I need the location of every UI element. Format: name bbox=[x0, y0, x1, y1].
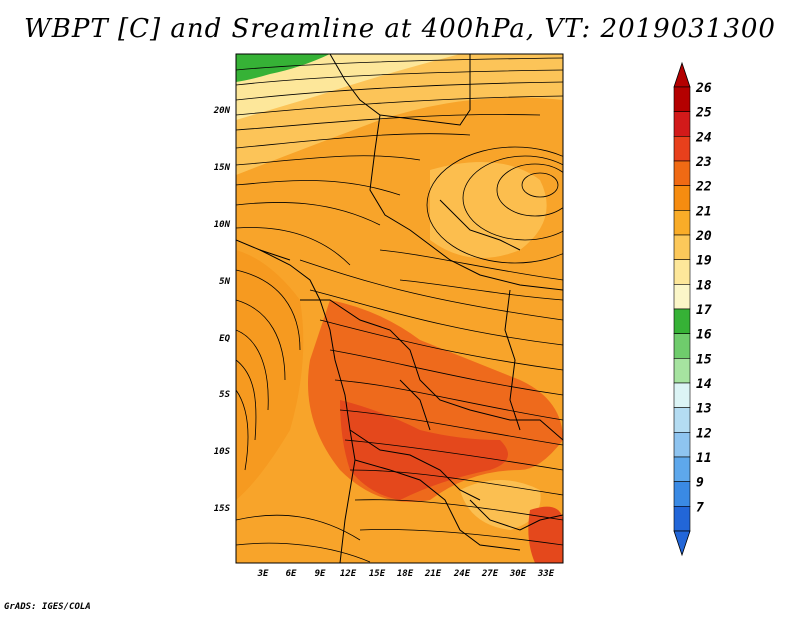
colorbar-swatch bbox=[673, 432, 691, 458]
lon-tick-label: 33E bbox=[537, 569, 555, 579]
colorbar-swatch bbox=[673, 259, 691, 285]
lat-tick-label: EQ bbox=[219, 334, 230, 344]
colorbar-swatch bbox=[673, 333, 691, 359]
lat-tick-label: 15S bbox=[214, 504, 231, 514]
lon-tick-label: 30E bbox=[509, 569, 527, 579]
colorbar-swatch bbox=[673, 308, 691, 334]
lon-tick-label: 21E bbox=[424, 569, 442, 579]
lat-tick-label: 5S bbox=[219, 390, 230, 400]
colorbar-level-label: 21 bbox=[695, 204, 712, 219]
colorbar-level-label: 16 bbox=[696, 328, 712, 343]
colorbar-swatch bbox=[673, 86, 691, 112]
light-patch-east bbox=[430, 162, 547, 258]
colorbar-bottom-arrow bbox=[673, 530, 691, 557]
lon-tick-label: 9E bbox=[315, 569, 326, 579]
colorbar: 26 25 24 23 22 21 20 19 18 17 16 15 14 13 12 11 9 7 bbox=[673, 61, 712, 557]
lon-tick-label: 27E bbox=[481, 569, 499, 579]
streamlines bbox=[236, 57, 563, 563]
lat-tick-label: 10S bbox=[214, 447, 231, 457]
colorbar-swatch bbox=[673, 382, 691, 408]
colorbar-level-label: 7 bbox=[696, 500, 704, 515]
colorbar-level-label: 18 bbox=[696, 278, 712, 293]
colorbar-level-label: 24 bbox=[695, 130, 712, 145]
lat-axis: 20N 15N 10N 5N EQ 5S 10S 15S bbox=[213, 106, 231, 514]
colorbar-swatch bbox=[673, 456, 691, 482]
lon-tick-label: 6E bbox=[286, 569, 297, 579]
colorbar-swatch bbox=[673, 358, 691, 384]
colorbar-level-label: 23 bbox=[695, 155, 712, 170]
lon-tick-label: 24E bbox=[453, 569, 471, 579]
lon-tick-label: 15E bbox=[369, 569, 386, 579]
colorbar-swatch bbox=[673, 284, 691, 310]
light-patch-south bbox=[460, 480, 541, 530]
wbpt-shaded-field bbox=[236, 54, 563, 563]
map-title: WBPT [C] and Sreamline at 400hPa, VT: 20… bbox=[24, 14, 776, 44]
green-patch bbox=[236, 54, 330, 82]
lon-tick-label: 12E bbox=[340, 569, 357, 579]
grads-credit: GrADS: IGES/COLA bbox=[4, 602, 91, 612]
colorbar-swatch bbox=[673, 160, 691, 186]
colorbar-level-label: 14 bbox=[696, 377, 712, 392]
lon-tick-label: 18E bbox=[397, 569, 414, 579]
lat-tick-label: 5N bbox=[219, 277, 230, 287]
deep-red-zone bbox=[340, 400, 508, 500]
lat-tick-label: 20N bbox=[213, 106, 231, 116]
colorbar-top-arrow bbox=[673, 61, 691, 88]
lat-tick-label: 10N bbox=[214, 220, 231, 230]
lat-tick-label: 15N bbox=[214, 163, 231, 173]
colorbar-swatch bbox=[673, 136, 691, 162]
colorbar-swatch bbox=[673, 506, 691, 532]
colorbar-level-label: 11 bbox=[696, 451, 712, 466]
orange-west bbox=[236, 250, 304, 500]
colorbar-level-label: 12 bbox=[696, 426, 712, 441]
country-borders bbox=[236, 54, 563, 563]
lon-axis: 3E 6E 9E 12E 15E 18E 21E 24E 27E 30E 33E bbox=[257, 569, 555, 579]
colorbar-swatch bbox=[673, 407, 691, 433]
colorbar-swatch bbox=[673, 185, 691, 211]
colorbar-level-label: 9 bbox=[696, 476, 704, 491]
colorbar-level-label: 19 bbox=[696, 254, 712, 269]
colorbar-swatch bbox=[673, 234, 691, 260]
colorbar-level-label: 22 bbox=[695, 180, 712, 195]
colorbar-level-label: 20 bbox=[695, 229, 712, 244]
colorbar-level-label: 15 bbox=[696, 352, 712, 367]
colorbar-level-label: 17 bbox=[696, 303, 712, 318]
colorbar-level-label: 13 bbox=[696, 402, 712, 417]
map-frame bbox=[235, 53, 564, 564]
colorbar-level-label: 25 bbox=[695, 106, 712, 121]
red-southeast bbox=[528, 506, 563, 563]
colorbar-swatch bbox=[673, 111, 691, 137]
colorbar-swatch bbox=[673, 481, 691, 507]
lon-tick-label: 3E bbox=[257, 569, 269, 579]
colorbar-level-label: 26 bbox=[695, 81, 712, 96]
colorbar-swatch bbox=[673, 210, 691, 236]
pale-yellow-north bbox=[236, 54, 460, 120]
